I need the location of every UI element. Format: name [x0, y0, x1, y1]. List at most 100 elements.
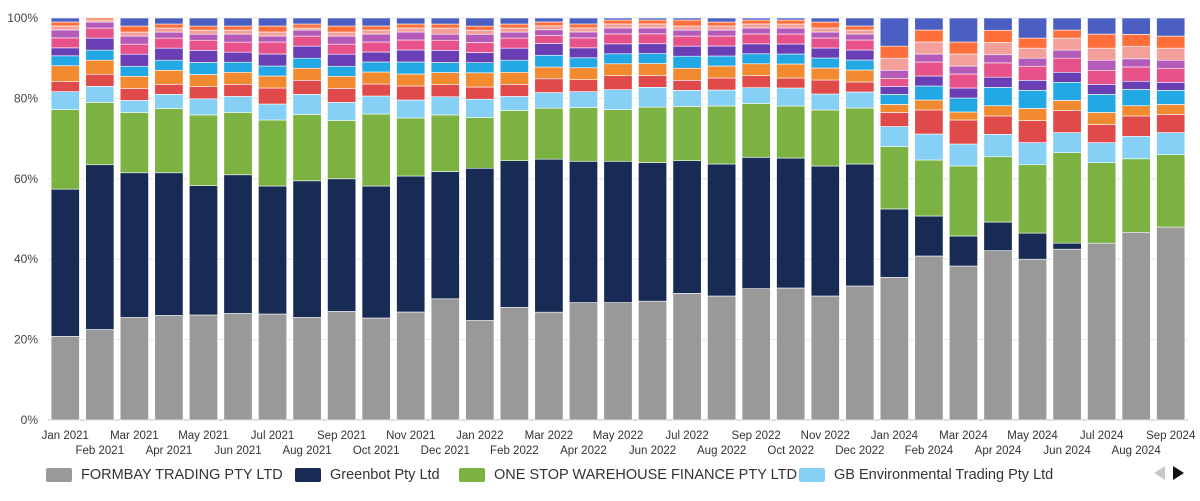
bar-segment — [948, 265, 978, 421]
bar-segment — [361, 25, 391, 31]
bar-segment — [119, 317, 149, 421]
bar-segment — [499, 110, 529, 162]
bar-segment — [810, 109, 840, 167]
bar-segment — [1121, 34, 1151, 47]
bar-segment — [430, 96, 460, 116]
bar-segment — [1156, 226, 1186, 421]
bar-segment — [50, 188, 80, 337]
bar-segment — [776, 63, 806, 79]
x-tick-label: Jan 2022 — [456, 430, 503, 442]
bar-segment — [430, 23, 460, 29]
bar-segment — [638, 75, 668, 88]
bar-segment — [327, 43, 357, 55]
bar-segment — [914, 61, 944, 77]
bar-segment — [396, 49, 426, 63]
bar-segment — [327, 102, 357, 121]
bar-segment — [430, 62, 460, 73]
bar-segment — [499, 37, 529, 49]
bar-segment — [983, 221, 1013, 251]
bar-segment — [672, 17, 702, 21]
bar-segment — [1087, 84, 1117, 95]
bar-segment — [361, 61, 391, 73]
bar-segment — [534, 158, 564, 313]
bar-segment — [1087, 47, 1117, 61]
bar-segment — [396, 61, 426, 75]
bar-segment — [568, 91, 598, 108]
bar-segment — [568, 67, 598, 80]
x-tick-label: Jul 2022 — [665, 430, 708, 442]
bar-segment — [638, 63, 668, 76]
legend-item-gb-environmental[interactable]: GB Environmental Trading Pty Ltd — [799, 466, 1053, 484]
bar-segment — [672, 19, 702, 27]
bar-segment — [1156, 47, 1186, 61]
legend-label: FORMBAY TRADING PTY LTD — [81, 467, 283, 483]
legend-item-one-stop[interactable]: ONE STOP WAREHOUSE FINANCE PTY LTD — [459, 466, 797, 484]
bar-segment — [568, 57, 598, 69]
bar-segment — [327, 88, 357, 103]
bar-segment — [603, 27, 633, 35]
bar-segment — [85, 37, 115, 51]
bar-segment — [1121, 158, 1151, 233]
chevron-right-icon[interactable] — [1173, 466, 1184, 480]
y-tick-label: 100% — [7, 11, 38, 25]
bar-segment — [85, 49, 115, 61]
bar-segment — [1052, 100, 1082, 111]
x-tick-label: Apr 2021 — [146, 445, 193, 457]
bar-segment — [154, 37, 184, 49]
bar-segment — [983, 115, 1013, 135]
bar-segment — [361, 17, 391, 27]
bar-segment — [810, 79, 840, 95]
bar-segment — [948, 73, 978, 89]
bar-segment — [85, 27, 115, 39]
bar-segment — [603, 160, 633, 303]
bar-segment — [810, 93, 840, 111]
bar-segment — [845, 33, 875, 41]
bar-segment — [776, 23, 806, 29]
bar-segment — [258, 103, 288, 121]
bar-segment — [50, 29, 80, 39]
bar-segment — [845, 39, 875, 51]
legend-item-greenbot[interactable]: Greenbot Pty Ltd — [295, 466, 440, 484]
bar-segment — [292, 114, 322, 182]
bar-segment — [499, 59, 529, 73]
bar-segment — [638, 87, 668, 108]
bar-segment — [223, 41, 253, 53]
bar-segment — [568, 47, 598, 59]
bar-segment — [534, 107, 564, 160]
bar-segment — [879, 45, 909, 59]
bar-segment — [948, 53, 978, 67]
bar-segment — [707, 25, 737, 31]
bar-segment — [1052, 152, 1082, 244]
bar-segment — [638, 43, 668, 54]
bar-segment — [1156, 154, 1186, 228]
bar-segment — [1121, 66, 1151, 82]
bar-segment — [810, 17, 840, 23]
bar-segment — [638, 19, 668, 25]
bar-segment — [465, 98, 495, 118]
bar-segment — [1156, 82, 1186, 91]
bar-segment — [776, 17, 806, 21]
bar-segment — [396, 17, 426, 25]
legend-pager — [1154, 462, 1184, 484]
bar-segment — [810, 37, 840, 49]
y-tick-label: 20% — [14, 333, 38, 347]
legend-item-formbay[interactable]: FORMBAY TRADING PTY LTD — [46, 466, 283, 484]
bar-segment — [914, 159, 944, 217]
bar-segment — [1156, 90, 1186, 105]
bar-segment — [292, 80, 322, 95]
bar-segment — [741, 103, 771, 158]
bar-segment — [707, 29, 737, 37]
chevron-left-icon[interactable] — [1154, 466, 1165, 480]
bar-segment — [707, 55, 737, 67]
bar-segment — [707, 45, 737, 57]
bar-segment — [50, 37, 80, 49]
bar-segment — [361, 317, 391, 421]
bar-segment — [1052, 49, 1082, 59]
bar-segment — [707, 17, 737, 23]
bar-segment — [948, 41, 978, 55]
x-tick-label: Jan 2024 — [871, 430, 919, 442]
bar-segment — [361, 71, 391, 85]
bar-segment — [845, 91, 875, 109]
y-tick-label: 40% — [14, 252, 38, 266]
bar-segment — [1052, 71, 1082, 83]
